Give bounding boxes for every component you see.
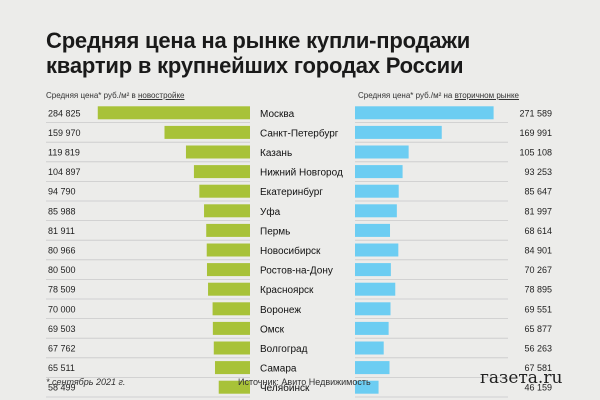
city-label: Уфа xyxy=(260,206,281,218)
bar-new xyxy=(206,243,250,257)
value-label-new: 78 509 xyxy=(48,285,76,295)
bar-secondary xyxy=(355,321,389,335)
bar-secondary xyxy=(355,145,409,159)
value-label-secondary: 65 877 xyxy=(524,324,552,334)
value-label-new: 65 511 xyxy=(48,363,75,373)
secondary-label-link: вторичном рынке xyxy=(454,91,520,100)
bar-secondary xyxy=(355,341,384,355)
city-label: Казань xyxy=(260,148,292,159)
city-label: Санкт-Петербург xyxy=(260,127,339,139)
bar-new xyxy=(185,145,250,159)
value-label-secondary: 84 901 xyxy=(524,246,552,256)
value-label-new: 58 499 xyxy=(48,383,76,393)
bar-new xyxy=(193,165,250,179)
city-label: Екатеринбург xyxy=(260,186,323,198)
bar-secondary xyxy=(355,361,390,375)
footnote: * сентябрь 2021 г. xyxy=(46,377,126,387)
value-label-secondary: 69 551 xyxy=(524,304,552,314)
bar-secondary xyxy=(355,380,379,394)
chart-title: Средняя цена на рынке купли-продажи квар… xyxy=(46,28,566,78)
value-label-secondary: 68 614 xyxy=(524,226,552,236)
brand-logo: газета.ru xyxy=(480,368,563,388)
value-label-secondary: 271 589 xyxy=(519,108,552,118)
city-label: Самара xyxy=(260,364,297,375)
value-label-new: 67 762 xyxy=(48,344,76,354)
value-label-secondary: 93 253 xyxy=(524,167,552,177)
bar-secondary xyxy=(355,243,399,257)
bar-secondary xyxy=(355,302,391,316)
title-line-1: Средняя цена на рынке купли-продажи xyxy=(46,28,471,53)
source-note: Источник: Авито Недвижимость xyxy=(238,377,371,387)
city-label: Красноярск xyxy=(260,285,314,296)
value-label-secondary: 85 647 xyxy=(524,187,552,197)
city-label: Нижний Новгород xyxy=(260,168,343,179)
bar-secondary xyxy=(355,165,403,179)
value-label-new: 80 500 xyxy=(48,265,76,275)
bar-new xyxy=(204,204,250,218)
value-label-new: 104 897 xyxy=(48,167,81,177)
value-label-new: 85 988 xyxy=(48,206,76,216)
bar-new xyxy=(164,125,250,139)
bar-secondary xyxy=(355,125,442,139)
title-line-2: квартир в крупнейших городах России xyxy=(46,53,464,78)
bar-new xyxy=(218,380,250,394)
value-label-new: 81 911 xyxy=(48,226,75,236)
city-label: Москва xyxy=(260,109,295,120)
city-label: Омск xyxy=(260,324,285,335)
bar-secondary xyxy=(355,204,397,218)
bar-new xyxy=(206,223,250,237)
city-label: Ростов-на-Дону xyxy=(260,266,333,277)
value-label-new: 159 970 xyxy=(48,128,81,138)
value-label-new: 94 790 xyxy=(48,187,76,197)
bar-new xyxy=(208,282,250,296)
value-label-new: 80 966 xyxy=(48,246,76,256)
value-label-new: 119 819 xyxy=(48,148,80,158)
bar-new xyxy=(212,302,250,316)
bar-secondary xyxy=(355,223,391,237)
bar-secondary xyxy=(355,106,494,120)
bar-new xyxy=(97,106,250,120)
value-label-secondary: 78 895 xyxy=(524,285,552,295)
value-label-secondary: 46 159 xyxy=(524,383,552,393)
city-label: Волгоград xyxy=(260,344,308,355)
new-buildings-label: Средняя цена* руб./м² в новостройке xyxy=(46,91,185,100)
bar-new xyxy=(199,184,250,198)
value-label-secondary: 81 997 xyxy=(524,206,552,216)
value-label-new: 70 000 xyxy=(48,304,76,314)
value-label-secondary: 67 581 xyxy=(524,363,552,373)
value-label-secondary: 169 991 xyxy=(519,128,552,138)
bar-secondary xyxy=(355,282,396,296)
new-label-link: новостройке xyxy=(137,91,185,100)
new-label-prefix: Средняя цена* руб./м² в xyxy=(46,91,138,100)
value-label-secondary: 56 263 xyxy=(524,344,552,354)
bar-secondary xyxy=(355,184,399,198)
secondary-label-prefix: Средняя цена* руб./м² на xyxy=(358,91,455,100)
value-label-secondary: 70 267 xyxy=(524,265,552,275)
city-label: Челябинск xyxy=(260,382,310,394)
value-label-secondary: 105 108 xyxy=(519,148,552,158)
bar-new xyxy=(213,341,250,355)
secondary-market-label: Средняя цена* руб./м² на вторичном рынке xyxy=(358,91,519,100)
bar-new xyxy=(206,263,250,277)
bar-secondary xyxy=(355,263,391,277)
city-label: Пермь xyxy=(260,226,290,237)
city-label: Новосибирск xyxy=(260,245,321,257)
bar-new xyxy=(214,361,250,375)
city-label: Воронеж xyxy=(260,305,301,316)
value-label-new: 284 825 xyxy=(48,108,81,118)
bar-new xyxy=(212,321,250,335)
value-label-new: 69 503 xyxy=(48,324,76,334)
